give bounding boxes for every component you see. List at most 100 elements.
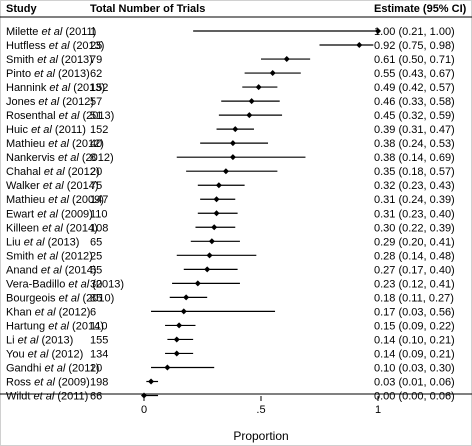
- estimate-marker: [222, 168, 229, 175]
- estimate-marker: [229, 154, 236, 161]
- study-row: Walker et al (2014)75 0.32 (0.23, 0.43): [6, 180, 455, 192]
- study-etal: et al: [48, 194, 69, 206]
- study-author: Wildt: [6, 391, 34, 403]
- study-label: Wildt et al (2011): [6, 391, 88, 403]
- study-etal: et al: [59, 110, 80, 122]
- study-year: (2012): [58, 250, 93, 262]
- study-year: (2013): [89, 278, 124, 290]
- estimate-text: 0.29 (0.20, 0.41): [374, 236, 455, 248]
- x-axis-ticks: 0.5 1: [141, 396, 381, 416]
- estimate-marker: [208, 238, 215, 245]
- x-axis-label: Proportion: [233, 429, 288, 443]
- estimate-marker: [269, 70, 276, 77]
- study-row: Anand et al (2014)55 0.27 (0.17, 0.40): [6, 264, 455, 276]
- estimate-marker: [183, 294, 190, 301]
- estimate-marker: [173, 350, 180, 357]
- study-year: (2012): [56, 306, 91, 318]
- estimate-text: 0.14 (0.09, 0.21): [374, 348, 455, 360]
- study-etal: et al: [34, 391, 55, 403]
- study-row: Smith et al (2013)79 0.61 (0.50, 0.71): [6, 54, 455, 66]
- trials-count: 8: [90, 152, 96, 164]
- study-label: Nankervis et al (2012): [6, 152, 114, 164]
- estimate-text: 0.92 (0.75, 0.98): [374, 40, 455, 52]
- study-author: Ross: [6, 377, 34, 389]
- study-row: Nankervis et al (2012)8 0.38 (0.14, 0.69): [6, 152, 455, 164]
- study-etal: et al: [35, 306, 56, 318]
- study-row: Chahal et al (2012)20 0.35 (0.18, 0.57): [6, 166, 455, 178]
- study-year: (2012): [69, 138, 104, 150]
- estimate-marker: [213, 196, 220, 203]
- study-author: Anand: [6, 264, 41, 276]
- estimate-text: 0.49 (0.42, 0.57): [374, 82, 455, 94]
- study-year: (2013): [79, 110, 114, 122]
- header-estimate: Estimate (95% CI): [374, 3, 467, 15]
- study-year: (2011): [54, 391, 88, 403]
- trials-count: 108: [90, 222, 108, 234]
- estimate-marker: [375, 28, 381, 34]
- study-author: Pinto: [6, 68, 34, 80]
- study-row: Smith et al (2012)25 0.28 (0.14, 0.48): [6, 250, 455, 262]
- estimate-marker: [213, 210, 220, 217]
- study-label: Pinto et al (2013): [6, 68, 90, 80]
- study-label: Hartung et al (2014): [6, 320, 104, 332]
- study-etal: et al: [31, 124, 52, 136]
- estimate-text: 0.38 (0.14, 0.69): [374, 152, 455, 164]
- trials-count: 85: [90, 292, 102, 304]
- study-etal: et al: [44, 166, 65, 178]
- study-label: Vera-Badillo et al (2013): [6, 278, 124, 290]
- estimate-marker: [194, 280, 201, 287]
- estimate-marker: [180, 308, 187, 315]
- estimate-text: 0.46 (0.33, 0.58): [374, 96, 455, 108]
- trials-count: 25: [90, 250, 102, 262]
- study-year: (2012): [48, 348, 83, 360]
- study-label: Mathieu et al (2012): [6, 138, 104, 150]
- x-tick-label: 1: [375, 404, 381, 416]
- study-etal: et al: [68, 278, 89, 290]
- study-author: Gandhi: [6, 362, 45, 374]
- study-year: (2012): [79, 152, 114, 164]
- study-year: (2009): [55, 377, 90, 389]
- study-year: (2014): [63, 222, 98, 234]
- trials-count: 57: [90, 96, 102, 108]
- study-label: Khan et al (2012): [6, 306, 90, 318]
- trials-count: 152: [90, 124, 108, 136]
- study-etal: et al: [24, 236, 45, 248]
- estimate-text: 0.31 (0.24, 0.39): [374, 194, 455, 206]
- study-year: (2011): [62, 26, 96, 38]
- study-label: Liu et al (2013): [6, 236, 79, 248]
- study-row: Hartung et al (2014)110 0.15 (0.09, 0.22): [6, 320, 455, 332]
- estimate-marker: [204, 266, 211, 273]
- study-author: Milette: [6, 26, 41, 38]
- study-label: Anand et al (2014): [6, 264, 97, 276]
- study-year: (2014): [69, 320, 104, 332]
- study-etal: et al: [49, 82, 70, 94]
- study-label: Smith et al (2012): [6, 250, 93, 262]
- study-author: Killeen: [6, 222, 42, 234]
- estimate-text: 0.15 (0.09, 0.22): [374, 320, 455, 332]
- study-label: Li et al (2013): [6, 334, 73, 346]
- study-label: Bourgeois et al (2010): [6, 292, 114, 304]
- study-label: Huic et al (2011): [6, 124, 86, 136]
- study-author: Chahal: [6, 166, 44, 178]
- study-etal: et al: [18, 334, 39, 346]
- study-year: (2013): [55, 68, 90, 80]
- study-author: Hutfless: [6, 40, 49, 52]
- trials-count: 134: [90, 348, 108, 360]
- estimate-text: 1.00 (0.21, 1.00): [374, 26, 455, 38]
- study-year: (2013): [45, 236, 80, 248]
- trials-count: 66: [90, 391, 102, 403]
- study-etal: et al: [34, 68, 55, 80]
- estimate-marker: [206, 252, 213, 259]
- study-year: (2013): [58, 54, 93, 66]
- study-label: Jones et al (2012): [6, 96, 94, 108]
- study-author: Khan: [6, 306, 35, 318]
- study-row: Hutfless et al (2013)25 0.92 (0.75, 0.98): [6, 40, 455, 52]
- trials-count: 79: [90, 54, 102, 66]
- study-label: Ewart et al (2009): [6, 208, 93, 220]
- study-author: Bourgeois: [6, 292, 59, 304]
- estimate-text: 0.28 (0.14, 0.48): [374, 250, 455, 262]
- study-label: Milette et al (2011): [6, 26, 96, 38]
- trials-count: 1: [90, 26, 96, 38]
- study-etal: et al: [49, 40, 70, 52]
- estimate-text: 0.31 (0.23, 0.40): [374, 208, 455, 220]
